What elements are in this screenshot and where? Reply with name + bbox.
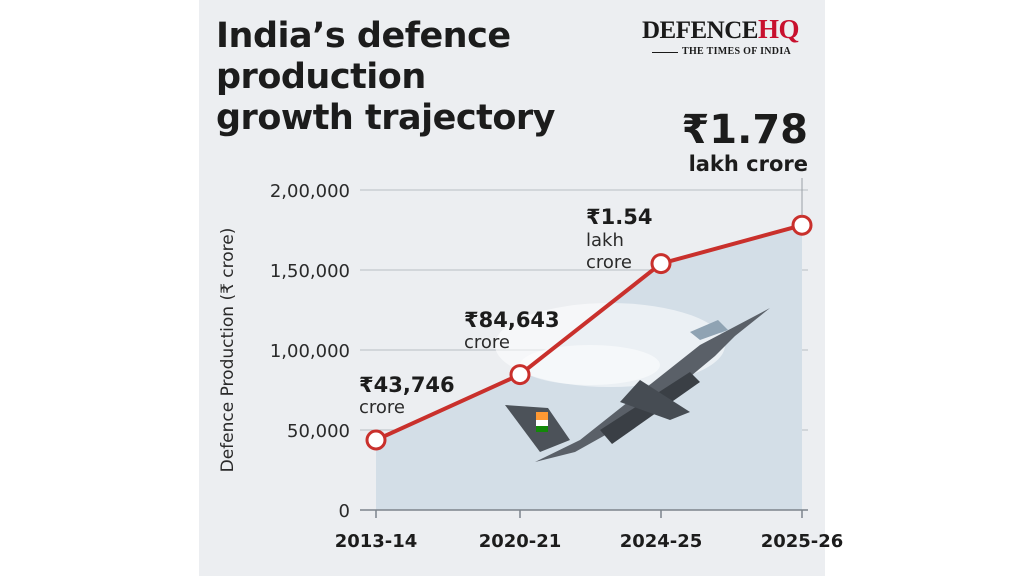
jet-canopy [690, 320, 728, 340]
y-tick-label: 0 [339, 501, 350, 522]
logo-wordmark: DEFENCEHQ [642, 14, 799, 45]
y-tick-label: 50,000 [287, 421, 350, 442]
chart-title: India’s defence production growth trajec… [216, 16, 636, 139]
points-layer [365, 214, 813, 451]
x-tick-label: 2013-14 [335, 531, 418, 552]
jet-flag-stripe [536, 412, 548, 420]
defencehq-logo: DEFENCEHQ THE TIMES OF INDIA [638, 12, 823, 62]
jet-fuselage [535, 308, 770, 462]
jet-flag-stripe [536, 426, 548, 432]
data-point [509, 364, 531, 386]
x-tick-label: 2024-25 [620, 531, 703, 552]
axis-layer: 0 50,000 1,00,000 1,50,000 2,00,000 2013-14 20… [270, 181, 843, 552]
jet-wing [620, 380, 690, 420]
jet-flag-stripe [536, 420, 548, 426]
logo-subtitle: THE TIMES OF INDIA [682, 46, 792, 57]
logo-rule [652, 52, 678, 53]
right-margin [825, 0, 1024, 576]
data-label-unit: crore [464, 332, 510, 353]
data-point [365, 429, 387, 451]
y-tick-label: 1,50,000 [270, 261, 350, 282]
cloud-shape [520, 345, 660, 385]
highlight-value: ₹1.78 [681, 107, 808, 153]
highlight-unit: lakh crore [689, 152, 808, 176]
data-label-value: ₹43,746 [359, 373, 455, 397]
logo-main-text: DEFENCE [642, 17, 758, 44]
title-line-1: India’s defence [216, 16, 511, 56]
title-line-3: growth trajectory [216, 98, 555, 138]
logo-accent-text: HQ [757, 14, 800, 44]
data-label-value: ₹84,643 [464, 308, 560, 332]
y-tick-label: 2,00,000 [270, 181, 350, 202]
left-margin [0, 0, 199, 576]
data-point [650, 253, 672, 275]
labels-layer: ₹43,746crore₹84,643crore₹1.54lakhcrore₹1… [359, 107, 808, 418]
data-point [791, 214, 813, 236]
title-line-2: production [216, 57, 426, 97]
x-tick-label: 2020-21 [479, 531, 562, 552]
y-tick-label: 1,00,000 [270, 341, 350, 362]
data-label-unit: crore [359, 397, 405, 418]
x-tick-label: 2025-26 [761, 531, 844, 552]
data-label-value: ₹1.54 [586, 205, 652, 229]
series-line [375, 223, 803, 442]
data-label-unit: crore [586, 252, 632, 273]
data-label-unit: lakh [586, 230, 624, 251]
fighter-jet-illustration [495, 303, 770, 462]
